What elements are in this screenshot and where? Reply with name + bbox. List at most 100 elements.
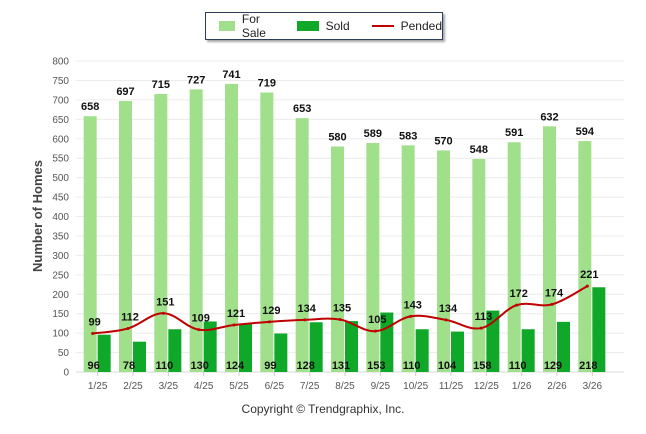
pended-point — [126, 326, 130, 330]
for-sale-bar — [401, 145, 415, 372]
for-sale-bar — [225, 83, 238, 372]
x-tick-label: 1/26 — [512, 381, 532, 392]
sold-bar — [415, 329, 429, 372]
sold-data-label: 158 — [473, 360, 491, 372]
pended-point — [444, 318, 448, 322]
x-tick-label: 10/25 — [403, 381, 428, 392]
sold-data-label: 129 — [544, 360, 562, 372]
x-tick-label: 8/25 — [335, 381, 355, 392]
copyright-text: Copyright © Trendgraphix, Inc. — [241, 402, 405, 416]
legend-item-for-sale[interactable]: For Sale — [219, 12, 275, 40]
x-tick-label: 7/25 — [300, 381, 320, 392]
for-sale-data-label: 589 — [364, 128, 382, 140]
pended-data-label: 143 — [403, 299, 421, 311]
y-tick-label: 800 — [52, 57, 69, 68]
for-sale-data-label: 719 — [258, 77, 276, 89]
legend-label-sold: Sold — [325, 19, 350, 33]
sold-data-label: 130 — [190, 360, 208, 372]
for-sale-data-label: 632 — [540, 111, 558, 123]
y-tick-label: 400 — [52, 212, 69, 223]
for-sale-bar — [331, 146, 344, 372]
for-sale-data-label: 583 — [399, 130, 417, 142]
pended-data-label: 134 — [439, 303, 458, 315]
for-sale-bar — [437, 150, 450, 372]
pended-point — [91, 332, 95, 336]
for-sale-bar — [83, 116, 97, 372]
pended-data-label: 129 — [262, 305, 280, 317]
legend: For Sale Sold Pended — [205, 12, 443, 40]
pended-line-group — [91, 284, 589, 336]
x-tick-label: 11/25 — [439, 381, 464, 392]
y-tick-label: 700 — [52, 95, 69, 106]
y-axis-ticks: 0 50 100 150 200 250 300 350 400 450 500 550 600 650 7… — [52, 57, 69, 379]
for-sale-data-label: 594 — [576, 126, 595, 138]
legend-label-pended: Pended — [400, 19, 442, 33]
pended-data-label: 174 — [545, 287, 564, 299]
x-tick-label: 12/25 — [474, 381, 499, 392]
for-sale-bar — [578, 141, 592, 372]
y-tick-label: 250 — [52, 270, 69, 281]
pended-data-label: 105 — [368, 314, 386, 326]
y-tick-label: 650 — [52, 115, 69, 126]
y-tick-label: 200 — [52, 290, 69, 301]
sold-data-label: 110 — [155, 360, 173, 372]
for-sale-data-label: 697 — [116, 86, 134, 98]
bars — [83, 83, 606, 373]
sold-swatch — [296, 21, 319, 31]
legend-item-sold[interactable]: Sold — [296, 19, 350, 33]
for-sale-data-label: 570 — [434, 135, 452, 147]
x-tick-label: 9/25 — [371, 381, 391, 392]
pended-point — [232, 323, 236, 327]
y-axis-label: Number of Homes — [30, 160, 45, 272]
pended-data-label: 109 — [191, 313, 209, 325]
y-tick-label: 500 — [52, 173, 69, 184]
pended-point — [197, 328, 201, 332]
sold-data-label: 131 — [332, 360, 350, 372]
data-labels: 658 96 697 78 715 110 727 130 741 124 719 99 653 128 5… — [81, 69, 599, 372]
pended-point — [303, 318, 307, 322]
pended-data-label: 112 — [121, 311, 139, 323]
sold-bar — [592, 287, 606, 372]
sold-data-label: 124 — [226, 360, 245, 372]
sold-data-label: 99 — [264, 360, 276, 372]
sold-bar — [97, 334, 111, 372]
x-tick-label: 5/25 — [229, 381, 249, 392]
sold-data-label: 104 — [438, 360, 457, 372]
for-sale-data-label: 715 — [152, 79, 170, 91]
for-sale-data-label: 658 — [81, 101, 99, 113]
pended-point — [585, 284, 589, 288]
pended-data-label: 135 — [333, 303, 351, 315]
sold-data-label: 110 — [509, 360, 527, 372]
for-sale-bar — [260, 92, 274, 373]
x-tick-label: 3/25 — [159, 381, 179, 392]
for-sale-bar — [507, 142, 521, 372]
for-sale-data-label: 548 — [470, 144, 488, 156]
sold-bar — [345, 321, 358, 372]
x-tick-label: 4/25 — [194, 381, 214, 392]
sold-bar — [203, 321, 217, 372]
y-tick-label: 150 — [52, 309, 69, 320]
pended-data-label: 134 — [297, 303, 316, 315]
x-tick-label: 6/25 — [265, 381, 285, 392]
legend-item-pended[interactable]: Pended — [371, 19, 442, 33]
pended-point — [161, 311, 165, 315]
for-sale-bar — [154, 94, 168, 372]
pended-point — [550, 302, 554, 306]
pended-data-label: 172 — [509, 288, 527, 300]
y-tick-label: 100 — [52, 329, 69, 340]
y-tick-label: 550 — [52, 154, 69, 165]
y-tick-label: 50 — [58, 348, 70, 359]
y-tick-label: 600 — [52, 134, 69, 145]
pended-data-label: 221 — [580, 269, 598, 281]
legend-label-for-sale: For Sale — [241, 12, 266, 40]
pended-data-label: 151 — [156, 296, 174, 308]
for-sale-bar — [295, 118, 309, 373]
sold-bar — [133, 341, 146, 372]
pended-point — [515, 303, 519, 307]
sold-data-label: 96 — [88, 360, 100, 372]
pended-data-label: 113 — [474, 311, 492, 323]
pended-point — [409, 314, 413, 318]
x-tick-label: 3/26 — [583, 381, 603, 392]
sold-data-label: 218 — [579, 360, 597, 372]
